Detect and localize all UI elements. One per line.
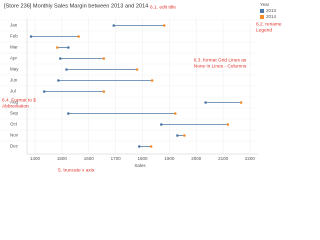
legend-swatch (260, 9, 264, 13)
point (137, 145, 141, 148)
annotation: 6.4. Format to $ (2, 97, 36, 103)
y-tick-label: Apr (10, 56, 18, 61)
chart: [Store 236] Monthly Sales Margin between… (0, 0, 287, 176)
y-tick-label: May (10, 67, 19, 72)
point (42, 90, 46, 93)
background (0, 0, 287, 176)
point (56, 46, 59, 49)
y-tick-label: Oct (10, 122, 18, 127)
x-tick-label: 2100 (218, 156, 229, 161)
x-tick-label: 1800 (137, 156, 148, 161)
annotation: 5. truncate x axis (58, 167, 95, 173)
legend-label: 2014 (266, 14, 277, 19)
point (77, 35, 80, 38)
y-tick-label: Mar (10, 45, 18, 50)
point (29, 35, 33, 38)
x-axis-title: Sales (134, 163, 146, 168)
point (239, 101, 243, 104)
point (226, 123, 230, 126)
point (135, 68, 139, 71)
annotation: 6.3. format Grid Lines as (194, 57, 247, 63)
y-tick-label: Jul (10, 89, 16, 94)
x-tick-label: 2000 (191, 156, 202, 161)
legend-title: Year (260, 2, 270, 7)
annotation: Legend (256, 27, 272, 33)
point (160, 123, 163, 126)
x-tick-label: 1900 (164, 156, 175, 161)
point (57, 79, 60, 82)
y-tick-label: Jan (10, 23, 18, 28)
annotation: 6.1. edit title (150, 4, 176, 10)
annotation: Abbreviation (2, 103, 29, 109)
legend-swatch (260, 15, 264, 19)
point (102, 90, 106, 93)
x-tick-label: 1500 (57, 156, 68, 161)
point (67, 46, 70, 49)
point (173, 112, 177, 115)
point (59, 57, 62, 60)
x-tick-label: 1600 (84, 156, 95, 161)
point (183, 134, 186, 137)
y-tick-label: Feb (10, 34, 18, 39)
legend-label: 2013 (266, 8, 277, 13)
x-tick-label: 2200 (245, 156, 256, 161)
point (176, 134, 179, 137)
point (204, 101, 207, 104)
x-tick-label: 1400 (30, 156, 41, 161)
annotation: None in Lines - Columns (194, 63, 247, 69)
point (150, 79, 154, 82)
y-tick-label: Sep (10, 111, 19, 116)
y-tick-label: Jun (10, 78, 18, 83)
x-tick-label: 1700 (111, 156, 122, 161)
point (102, 57, 106, 60)
point (65, 68, 68, 71)
point (112, 24, 116, 27)
chart-title: [Store 236] Monthly Sales Margin between… (4, 3, 148, 9)
point (67, 112, 70, 115)
y-tick-label: Aug (10, 100, 19, 105)
y-tick-label: Dec (10, 144, 19, 149)
point (162, 24, 166, 27)
annotation: 6.2. rename (256, 21, 282, 27)
point (149, 145, 153, 148)
y-tick-label: Nov (10, 133, 19, 138)
